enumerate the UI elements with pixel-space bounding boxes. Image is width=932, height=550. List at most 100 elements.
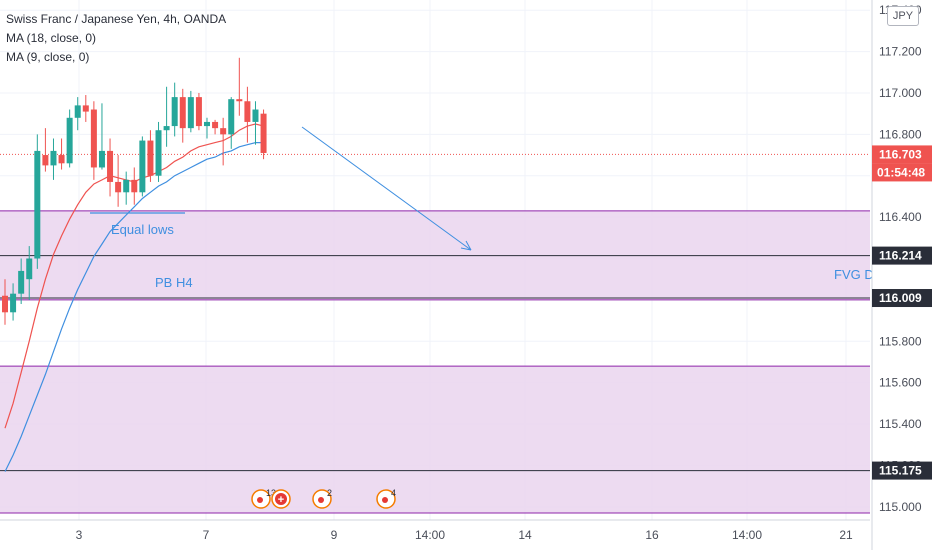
candle-body bbox=[163, 126, 170, 131]
candle-body bbox=[18, 270, 25, 294]
candle bbox=[10, 283, 17, 321]
candles bbox=[2, 57, 267, 325]
level-price-label-box bbox=[872, 246, 932, 265]
price-tick-label: 115.400 bbox=[879, 417, 922, 431]
level-price-label-text: 116.214 bbox=[879, 249, 922, 263]
candle-body bbox=[34, 150, 41, 259]
candle bbox=[171, 82, 178, 137]
candle bbox=[58, 138, 65, 170]
time-tick-label: 3 bbox=[76, 528, 83, 542]
level-price-label-text: 115.175 bbox=[879, 464, 922, 478]
time-tick-label: 14:00 bbox=[415, 528, 445, 542]
candle-body bbox=[50, 150, 57, 166]
event-marker[interactable]: 2 bbox=[312, 488, 332, 509]
time-tick-label: 7 bbox=[203, 528, 210, 542]
price-tick-label: 115.000 bbox=[879, 500, 922, 514]
level-price-label-text: 116.009 bbox=[879, 291, 922, 305]
fvg-zones bbox=[0, 210, 870, 514]
current-price-label: 116.703 bbox=[872, 145, 932, 164]
candle-body bbox=[90, 109, 97, 168]
candle bbox=[195, 92, 202, 131]
time-tick-label: 21 bbox=[839, 528, 853, 542]
candle bbox=[26, 246, 33, 300]
time-tick-label: 16 bbox=[645, 528, 659, 542]
event-marker[interactable]: + bbox=[271, 489, 291, 509]
candle-body bbox=[187, 97, 194, 129]
candle bbox=[244, 86, 251, 143]
currency-badge[interactable]: JPY bbox=[887, 6, 919, 26]
event-marker-core bbox=[257, 497, 263, 503]
candle-body bbox=[195, 97, 202, 127]
price-tick-label: 117.200 bbox=[879, 45, 922, 59]
candle bbox=[163, 86, 170, 147]
arrow-head bbox=[460, 240, 472, 251]
candle-body bbox=[179, 97, 186, 129]
price-tick-label: 116.800 bbox=[879, 127, 922, 141]
candle bbox=[147, 130, 154, 182]
candle-body bbox=[74, 105, 81, 118]
arrow-shaft bbox=[301, 126, 472, 251]
candle bbox=[204, 117, 210, 139]
horizontal-levels bbox=[0, 255, 870, 472]
candle bbox=[107, 138, 114, 197]
projection-arrow bbox=[301, 126, 472, 251]
fvg-label: FVG D bbox=[834, 267, 874, 282]
candle-body bbox=[147, 140, 154, 176]
candle bbox=[50, 138, 57, 180]
candle bbox=[155, 121, 162, 182]
candle bbox=[74, 97, 81, 131]
candle bbox=[18, 258, 25, 305]
symbol-title: Swiss Franc / Japanese Yen, 4h, OANDA bbox=[6, 12, 227, 26]
candle bbox=[123, 171, 130, 205]
event-marker[interactable]: 4 bbox=[376, 488, 396, 509]
event-marker-core bbox=[318, 497, 324, 503]
time-axis-background bbox=[0, 520, 871, 550]
candle-body bbox=[123, 179, 130, 193]
candle bbox=[187, 90, 194, 133]
event-marker-core bbox=[275, 493, 287, 505]
event-marker-label: 13 bbox=[266, 488, 276, 498]
candle bbox=[98, 103, 105, 170]
price-tick-label: 117.000 bbox=[879, 86, 922, 100]
candle bbox=[66, 109, 73, 168]
candle-body bbox=[26, 258, 33, 280]
price-axis-background bbox=[872, 0, 932, 550]
candle bbox=[220, 117, 227, 166]
ma-slow-legend[interactable]: MA (18, close, 0) bbox=[6, 31, 97, 45]
event-marker-core bbox=[382, 497, 388, 503]
level-price-label-box bbox=[872, 289, 932, 308]
candle-body bbox=[252, 109, 259, 122]
price-tick-label: 115.800 bbox=[879, 334, 922, 348]
candle bbox=[82, 95, 89, 122]
candle bbox=[139, 136, 146, 197]
level-price-label-box bbox=[872, 461, 932, 480]
event-marker[interactable]: 13 bbox=[251, 488, 276, 509]
candle bbox=[252, 101, 259, 145]
candle-body bbox=[131, 179, 138, 193]
current-price-label-text: 116.703 bbox=[879, 147, 922, 161]
candle-body bbox=[236, 99, 243, 102]
event-markers: 13+2 4 bbox=[251, 488, 396, 509]
candle-body bbox=[212, 121, 219, 129]
candle-body bbox=[107, 150, 114, 182]
candle bbox=[179, 88, 186, 143]
candle bbox=[34, 134, 41, 269]
price-tick-label: 116.400 bbox=[879, 210, 922, 224]
candle-body bbox=[2, 295, 8, 313]
event-marker-label: + bbox=[278, 494, 284, 506]
candle-body bbox=[139, 140, 146, 193]
ma-fast-legend[interactable]: MA (9, close, 0) bbox=[6, 50, 90, 64]
ma-slow-line bbox=[4, 142, 264, 472]
candle bbox=[236, 57, 243, 116]
candle bbox=[42, 128, 49, 172]
countdown-text: 01:54:48 bbox=[877, 165, 925, 179]
time-tick-label: 14:00 bbox=[732, 528, 762, 542]
level-price-label: 116.009 bbox=[872, 289, 932, 308]
candle bbox=[2, 279, 8, 325]
candle bbox=[260, 109, 267, 160]
candle-body bbox=[42, 155, 49, 166]
time-axis-ticks: 3 7 9 14:00 14 16 14:00 21 bbox=[76, 528, 853, 542]
candle bbox=[212, 119, 219, 135]
